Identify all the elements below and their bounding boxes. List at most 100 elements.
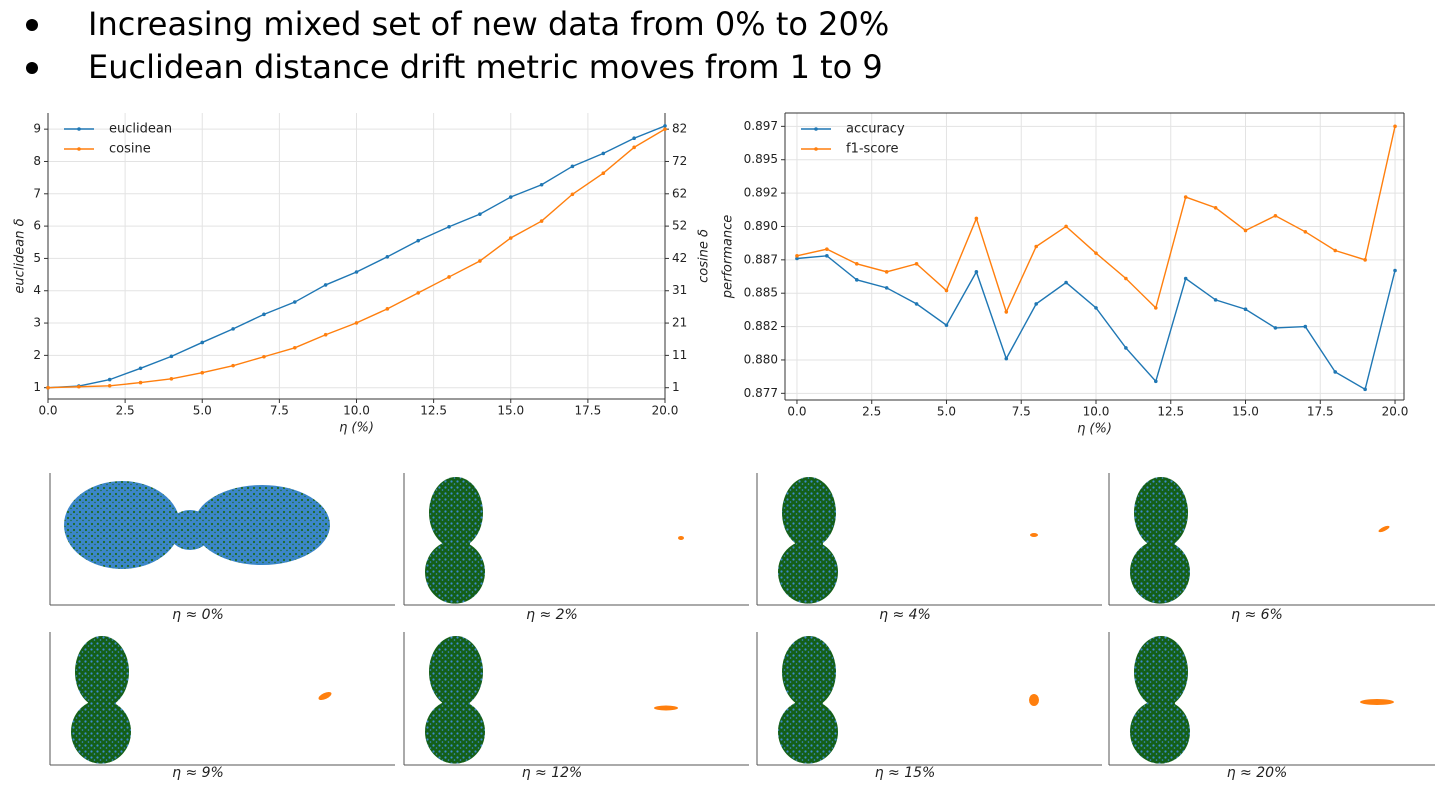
new-data-cluster — [1378, 525, 1390, 533]
data-point — [77, 384, 81, 389]
data-point — [293, 346, 297, 350]
x-axis-label: η (%) — [339, 421, 374, 436]
new-data-cluster — [678, 536, 684, 540]
data-point — [539, 219, 544, 223]
y-tick-label: 3 — [33, 316, 41, 330]
new-data-cluster — [318, 691, 332, 701]
legend-label: euclidean — [109, 122, 172, 137]
data-point — [1333, 248, 1338, 253]
new-data-cluster — [654, 705, 678, 711]
y-tick-label: 0.882 — [744, 319, 778, 333]
data-point — [169, 376, 174, 381]
data-point — [1363, 387, 1367, 392]
data-point — [478, 212, 482, 216]
cluster — [782, 476, 836, 549]
legend-marker — [814, 127, 818, 131]
x-tick-label: 5.0 — [937, 405, 956, 419]
y-tick-label: 0.877 — [744, 386, 778, 400]
y-axis-label: performance — [721, 215, 736, 299]
y-tick-label: 8 — [33, 154, 41, 168]
cluster — [782, 635, 836, 708]
y-tick-label: 2 — [33, 348, 41, 362]
data-point — [795, 254, 799, 258]
data-point — [663, 127, 667, 131]
data-point — [1183, 195, 1188, 199]
data-point — [200, 370, 205, 375]
panel-caption: η ≈ 15% — [875, 765, 936, 781]
data-point — [1064, 280, 1068, 285]
new-data-cluster — [1360, 699, 1394, 705]
y2-tick-label: 72 — [672, 154, 687, 168]
data-point — [974, 216, 979, 221]
cluster — [71, 699, 131, 764]
data-point — [138, 366, 143, 371]
data-point — [323, 332, 328, 337]
cluster — [778, 540, 838, 604]
y2-tick-label: 1 — [672, 380, 680, 394]
data-point — [632, 145, 636, 150]
x-tick-label: 7.5 — [1012, 405, 1031, 419]
data-point — [447, 224, 451, 229]
data-point — [508, 195, 513, 199]
x-tick-label: 15.0 — [1232, 405, 1259, 419]
data-point — [1243, 307, 1248, 312]
cluster — [1130, 699, 1190, 764]
x-tick-label: 17.5 — [1307, 405, 1334, 419]
bullet-dot — [26, 62, 38, 74]
data-point — [1273, 326, 1278, 330]
data-point — [825, 247, 829, 251]
panel-caption: η ≈ 4% — [879, 607, 931, 623]
data-point — [1393, 124, 1397, 129]
data-point — [884, 270, 889, 274]
data-point — [107, 377, 112, 382]
data-point — [1124, 276, 1128, 281]
y2-tick-label: 42 — [672, 251, 687, 265]
cluster — [194, 485, 330, 565]
data-point — [354, 270, 359, 274]
panel-caption: η ≈ 9% — [172, 765, 224, 781]
data-point — [231, 327, 235, 331]
data-point — [854, 278, 859, 282]
cluster — [795, 529, 823, 557]
x-tick-label: 20.0 — [1382, 405, 1409, 419]
legend-label: accuracy — [846, 122, 905, 137]
cluster — [442, 689, 470, 716]
x-tick-label: 0.0 — [787, 405, 806, 419]
data-point — [632, 136, 636, 141]
cluster — [425, 699, 485, 764]
y-tick-label: 0.897 — [744, 119, 778, 133]
cluster — [1134, 476, 1188, 549]
data-point — [447, 275, 451, 279]
data-point — [1213, 205, 1218, 210]
data-point — [385, 307, 390, 311]
data-point — [884, 286, 889, 290]
x-tick-label: 15.0 — [497, 404, 524, 418]
cluster — [425, 540, 485, 604]
y-tick-label: 7 — [33, 186, 41, 200]
x-tick-label: 0.0 — [38, 404, 57, 418]
x-axis-label: η (%) — [1077, 422, 1112, 437]
data-point — [262, 312, 266, 317]
panel-caption: η ≈ 0% — [172, 607, 224, 623]
data-point — [323, 283, 328, 287]
data-point — [1303, 324, 1308, 329]
x-tick-label: 10.0 — [1083, 405, 1110, 419]
data-point — [974, 270, 979, 274]
data-point — [1243, 228, 1248, 233]
y-tick-label: 0.895 — [744, 152, 778, 166]
data-point — [1094, 251, 1098, 255]
data-point — [169, 354, 174, 359]
y2-tick-label: 31 — [672, 283, 687, 297]
legend-label: cosine — [109, 142, 151, 157]
data-point — [1333, 370, 1338, 374]
data-point — [354, 321, 359, 325]
legend-label: f1-score — [846, 142, 898, 157]
cluster — [1130, 540, 1190, 604]
y2-tick-label: 52 — [672, 219, 687, 233]
data-point — [570, 192, 575, 197]
data-point — [1183, 276, 1188, 281]
x-tick-label: 7.5 — [270, 404, 289, 418]
cluster — [429, 476, 483, 549]
data-point — [1303, 230, 1308, 234]
